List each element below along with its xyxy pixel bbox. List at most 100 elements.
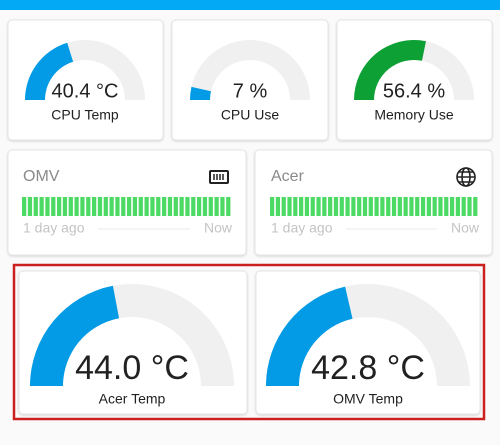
history-bar — [191, 197, 196, 216]
history-bar — [86, 197, 91, 216]
history-bar — [362, 197, 368, 216]
history-bar — [473, 197, 478, 216]
history-end: Now — [204, 220, 233, 236]
history-bar — [202, 197, 208, 216]
memory-icon — [209, 170, 229, 184]
history-bar — [380, 197, 385, 216]
history-bar — [226, 197, 231, 216]
history-bar — [386, 197, 391, 216]
history-bar — [281, 197, 286, 216]
history-bar — [316, 197, 321, 216]
gauge-value-arc — [30, 285, 120, 386]
history-bar — [328, 197, 333, 216]
history-bar — [150, 197, 155, 216]
history-bar — [57, 197, 62, 216]
history-bar — [109, 197, 114, 216]
history-bar — [45, 197, 50, 216]
history-bar — [368, 197, 373, 216]
history-bar — [179, 197, 184, 216]
gauge-track — [190, 39, 310, 100]
history-bar — [449, 197, 455, 216]
card-name: Acer — [271, 168, 305, 185]
gauge-value: 40.4 °C — [52, 80, 119, 102]
history-bar — [144, 197, 149, 216]
history-bar — [299, 197, 304, 216]
history-bar — [51, 197, 56, 216]
history-bar — [287, 197, 292, 216]
history-bar — [197, 197, 202, 216]
history-bar — [115, 197, 120, 216]
history-bar — [397, 197, 402, 216]
card[interactable] — [171, 19, 329, 141]
history-end: Now — [451, 220, 480, 236]
history-bar — [351, 197, 356, 216]
globe-icon — [456, 167, 476, 187]
card-name: OMV — [23, 168, 60, 185]
history-bar — [33, 197, 38, 216]
history-bar — [438, 197, 443, 216]
gauge-label: OMV Temp — [333, 391, 403, 407]
history-bar — [293, 197, 298, 216]
gauge-value: 42.8 °C — [311, 349, 425, 387]
history-bar — [173, 197, 178, 216]
history-bar — [357, 197, 362, 216]
history-bar — [162, 197, 167, 216]
history-bar — [310, 197, 315, 216]
history-bar — [103, 197, 108, 216]
history-bar — [208, 197, 213, 216]
history-bar — [39, 197, 44, 216]
history-bar — [121, 197, 126, 216]
history-bar — [444, 197, 449, 216]
gauge-value-arc — [190, 86, 211, 100]
history-bar — [92, 197, 97, 216]
gauge-label: CPU Temp — [51, 107, 119, 123]
history-bar — [214, 197, 219, 216]
history-bar — [339, 197, 344, 216]
gauge-value: 44.0 °C — [75, 349, 189, 387]
history-bar — [156, 197, 161, 216]
history-bar — [467, 197, 472, 216]
history-bar — [97, 197, 103, 216]
history-bar — [132, 197, 138, 216]
card[interactable] — [7, 19, 164, 141]
history-start: 1 day ago — [271, 220, 333, 236]
gauge-value: 7 % — [233, 80, 268, 102]
gauge-label: CPU Use — [221, 107, 280, 123]
gauge-value: 56.4 % — [383, 80, 445, 102]
gauge-value-arc — [25, 42, 74, 100]
history-bar — [374, 197, 379, 216]
history-bar — [426, 197, 431, 216]
history-bar — [432, 197, 437, 216]
history-bar — [68, 197, 73, 216]
history-bar — [27, 197, 33, 216]
history-bar — [127, 197, 132, 216]
history-bar — [322, 197, 327, 216]
gauge-label: Acer Temp — [99, 391, 166, 407]
gauge-value-arc — [354, 39, 426, 100]
history-bar — [62, 197, 68, 216]
history-bar — [455, 197, 460, 216]
gauge-value-arc — [266, 286, 353, 386]
history-bar — [345, 197, 350, 216]
history-bar — [220, 197, 225, 216]
history-bar — [420, 197, 426, 216]
history-bar — [409, 197, 414, 216]
card[interactable] — [336, 19, 493, 141]
history-bar — [167, 197, 173, 216]
history-bar — [138, 197, 143, 216]
top-bar — [0, 0, 500, 10]
history-bar — [275, 197, 281, 216]
history-bar — [22, 197, 27, 216]
history-bar — [333, 197, 339, 216]
history-start: 1 day ago — [23, 220, 85, 236]
history-bar — [415, 197, 420, 216]
history-bar — [391, 197, 397, 216]
history-bar — [74, 197, 79, 216]
history-bar — [461, 197, 466, 216]
history-bar — [80, 197, 85, 216]
history-bar — [270, 197, 275, 216]
history-bar — [403, 197, 408, 216]
history-bar — [185, 197, 190, 216]
highlight-box — [12, 263, 486, 421]
